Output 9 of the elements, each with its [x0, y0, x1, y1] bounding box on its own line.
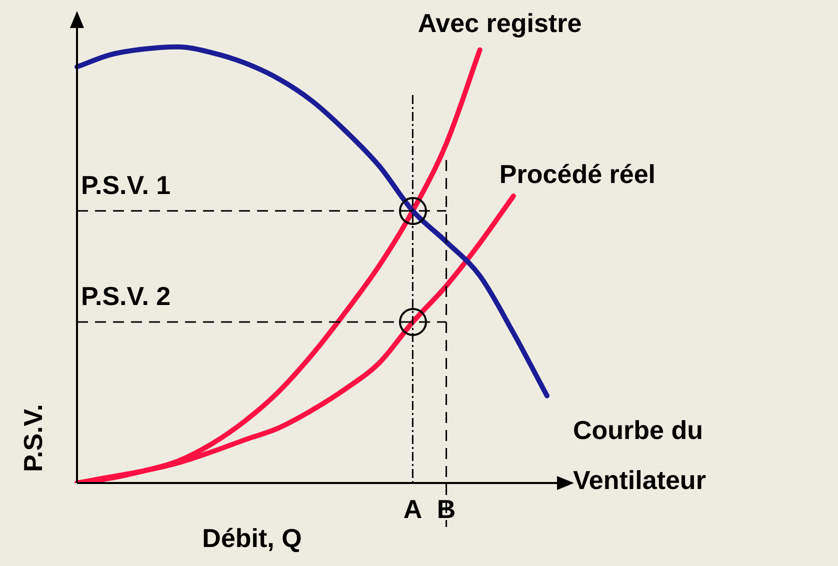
series-label: Avec registre	[418, 8, 582, 38]
series-label: Courbe du Ventilateur	[573, 414, 706, 495]
y-axis-title: P.S.V.	[18, 404, 48, 472]
series-label: Procédé réel	[499, 159, 656, 190]
ref-line-label: P.S.V. 1	[81, 170, 171, 200]
x-tick-label: A	[403, 494, 422, 524]
ref-line-label: P.S.V. 2	[81, 281, 171, 312]
x-tick-label: B	[436, 494, 456, 524]
x-axis-title: Débit, Q	[202, 523, 302, 554]
